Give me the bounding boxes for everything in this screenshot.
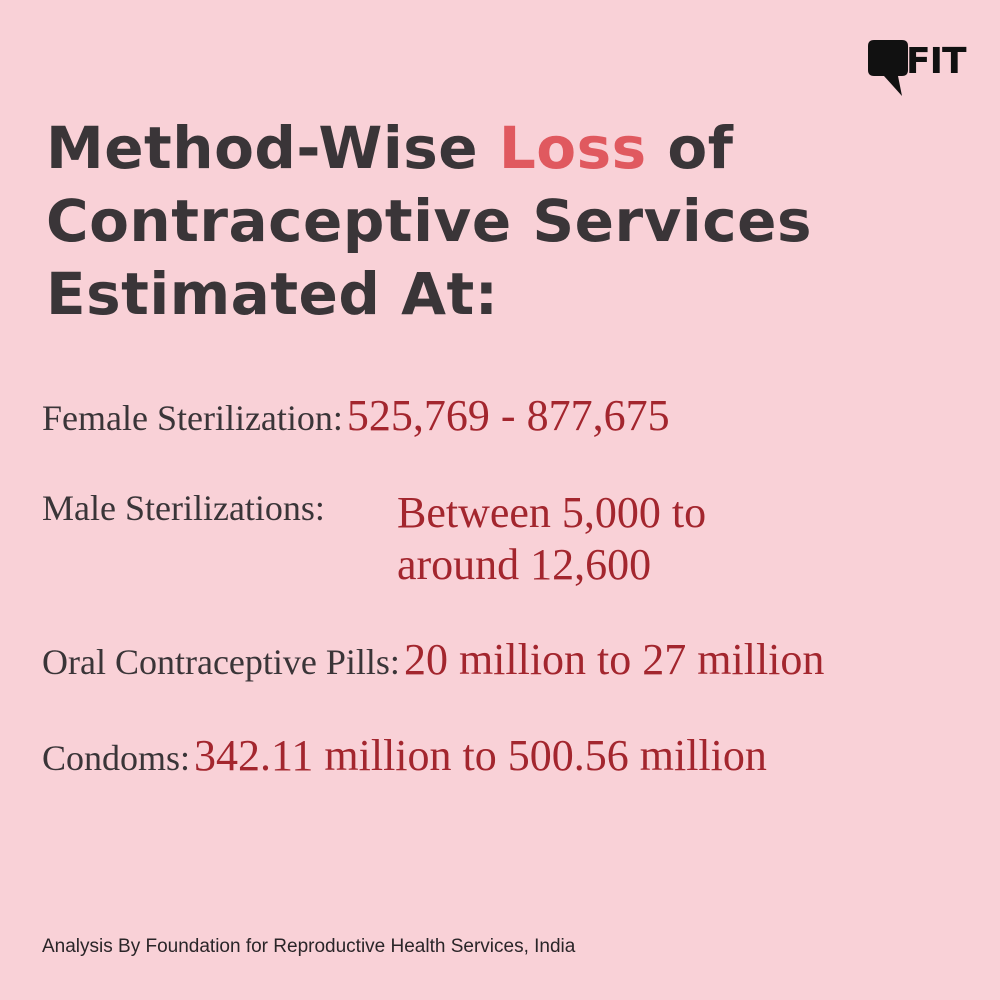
female-sterilization-value: 525,769 - 877,675 [346,391,670,440]
oral-pills-label: Oral Contraceptive Pills: [42,642,400,682]
source-credit: Analysis By Foundation for Reproductive … [42,936,576,957]
condoms-label: Condoms: [42,738,191,778]
title-line3: Estimated At: [46,260,499,328]
title-line1-start: Method-Wise [46,114,499,182]
page-title: Method-Wise Loss of Contraceptive Servic… [46,112,946,331]
male-sterilization-value: Between 5,000 to around 12,600 [397,487,706,591]
condoms-value: 342.11 million to 500.56 million [194,731,767,780]
title-line1-end: of [646,114,734,182]
male-sterilization-value-line2: around 12,600 [397,540,652,589]
male-sterilization-row: Male Sterilizations: Between 5,000 to ar… [42,487,706,589]
title-accent-word: Loss [498,114,647,182]
male-sterilization-value-line1: Between 5,000 to [397,488,707,537]
condoms-row: Condoms: 342.11 million to 500.56 millio… [42,730,767,781]
female-sterilization-label: Female Sterilization: [42,398,343,438]
logo-text: FIT [906,41,967,82]
fit-logo: FIT [868,40,968,100]
oral-pills-row: Oral Contraceptive Pills: 20 million to … [42,634,824,685]
male-sterilization-label: Male Sterilizations: [42,488,325,528]
speech-bubble-icon [868,40,908,96]
female-sterilization-row: Female Sterilization: 525,769 - 877,675 [42,390,670,441]
title-line2: Contraceptive Services [46,187,812,255]
oral-pills-value: 20 million to 27 million [403,635,825,684]
